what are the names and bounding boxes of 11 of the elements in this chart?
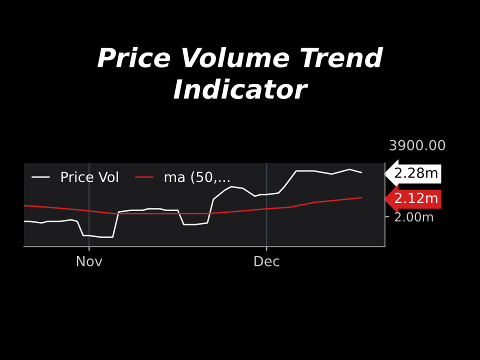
legend-label: ma (50,...	[164, 171, 230, 184]
y-tick-label: 2.12m	[395, 192, 438, 204]
line-series	[24, 197, 362, 214]
x-tick-label: Dec	[254, 256, 280, 266]
legend-label: Price Vol	[61, 171, 118, 182]
line-series	[24, 168, 362, 238]
chart-title: Price Volume Trend Indicator	[98, 47, 384, 100]
y-tick-label: 2.28m	[395, 168, 438, 178]
x-tick-label: Nov	[76, 256, 102, 266]
text: 3900.00	[390, 140, 446, 150]
y-tick-label: 2.00m	[394, 212, 433, 222]
